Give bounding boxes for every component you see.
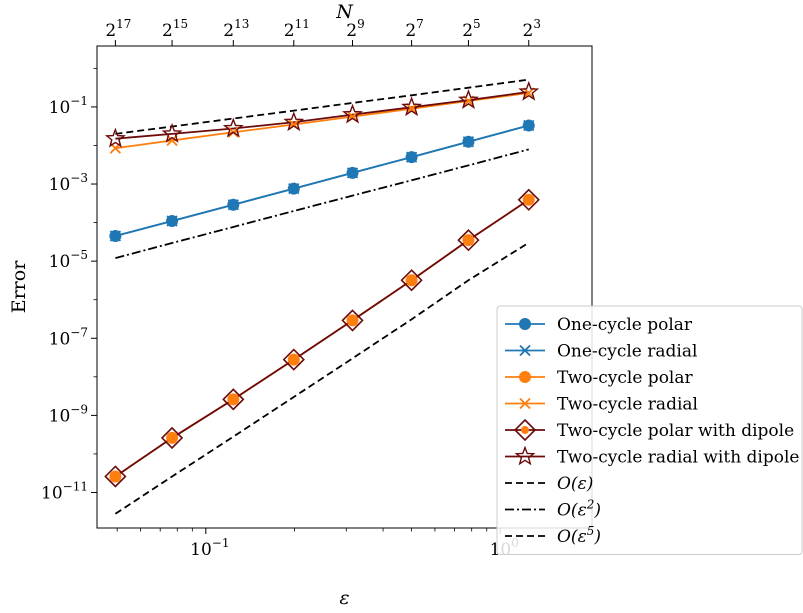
- data-point: [400, 269, 423, 292]
- y-axis: 10−11 10−9 10−7 10−5 10−3 10−1: [41, 67, 97, 503]
- legend-marker-inner: [521, 426, 529, 434]
- top-tick-label: 23: [523, 17, 541, 41]
- top-tick-label: 27: [405, 17, 423, 41]
- data-point: [462, 136, 475, 148]
- legend-entry-label: O(ε5): [557, 524, 601, 547]
- data-point: [523, 119, 535, 132]
- data-point: [341, 309, 364, 332]
- data-point: [222, 388, 245, 411]
- data-point: [457, 229, 480, 252]
- series-line-3: [115, 92, 529, 150]
- legend-entry-label: One-cycle radial: [557, 342, 697, 362]
- data-point: [166, 215, 178, 227]
- reference-line-0: [115, 78, 529, 135]
- reference-line-2: [114, 241, 530, 515]
- data-point: [282, 348, 305, 371]
- legend-marker: [514, 445, 536, 466]
- data-point: [222, 117, 244, 138]
- y-tick-label: 10−3: [49, 171, 88, 195]
- legend-entry-label: O(ε2): [557, 498, 601, 521]
- x-axis-label: ε: [339, 587, 349, 609]
- top-tick-label: 213: [223, 17, 249, 41]
- legend-entry-label: Two-cycle radial with dipole: [557, 448, 799, 468]
- legend-marker: [519, 397, 531, 410]
- data-point-inner: [348, 316, 357, 325]
- top-tick-label: 217: [105, 17, 131, 41]
- data-point-inner: [168, 433, 177, 442]
- legend-box: [496, 305, 803, 555]
- data-point: [405, 151, 418, 163]
- y-axis-label: Error: [8, 260, 30, 313]
- data-point: [457, 89, 479, 110]
- top-tick-label: 29: [346, 17, 364, 41]
- series-line-1: [115, 124, 529, 237]
- y-tick-label: 10−1: [49, 94, 88, 118]
- legend: One-cycle polar One-cycle radial Two-cycle…: [496, 305, 803, 555]
- data-point-inner: [111, 472, 120, 481]
- data-point: [166, 134, 178, 147]
- reference-line-1: [115, 148, 529, 259]
- data-point: [227, 199, 239, 211]
- legend-entry-label: Two-cycle radial: [557, 395, 698, 415]
- data-point: [283, 111, 305, 132]
- data-point: [517, 188, 540, 211]
- data-point-inner: [464, 236, 473, 245]
- legend-marker: [513, 418, 537, 442]
- legend-entry-label: One-cycle polar: [557, 315, 693, 335]
- data-point: [342, 103, 363, 124]
- plot-markers: [104, 80, 540, 488]
- y-tick-label: 10−7: [49, 325, 88, 349]
- data-point: [161, 122, 183, 143]
- data-point: [104, 127, 126, 148]
- legend-entry-label: Two-cycle polar with dipole: [557, 421, 794, 441]
- x-tick-label: 10−1: [190, 536, 229, 560]
- y-tick-label: 10−11: [41, 479, 88, 503]
- data-point: [523, 87, 535, 99]
- data-point-inner: [524, 195, 533, 204]
- plot-frame: [96, 45, 593, 529]
- plot-lines: [114, 78, 530, 515]
- y-tick-label: 10−5: [49, 248, 88, 272]
- top-tick-label: 215: [162, 17, 188, 41]
- data-point: [518, 80, 540, 101]
- legend-entry-label: Two-cycle polar: [557, 368, 694, 388]
- legend-entry-label: O(ε): [557, 474, 593, 494]
- series-line-4: [114, 199, 530, 478]
- top-axis-label: N: [335, 1, 354, 23]
- y-tick-label: 10−9: [49, 402, 88, 426]
- data-point: [109, 230, 122, 242]
- top-tick-label: 211: [284, 17, 310, 41]
- data-point-inner: [289, 355, 298, 364]
- data-point: [160, 426, 184, 450]
- data-point: [288, 182, 300, 195]
- top-axis: 217 215 213 211 29 27 25 23: [105, 17, 541, 46]
- data-point: [104, 465, 127, 488]
- data-point: [346, 167, 359, 179]
- top-tick-label: 25: [462, 17, 480, 41]
- data-point: [401, 96, 423, 117]
- data-point-inner: [407, 276, 416, 285]
- legend-marker: [519, 371, 531, 383]
- legend-marker: [519, 318, 531, 330]
- series-line-5: [115, 91, 529, 140]
- legend-marker: [519, 344, 531, 357]
- data-point: [405, 103, 418, 115]
- data-point-inner: [229, 395, 238, 404]
